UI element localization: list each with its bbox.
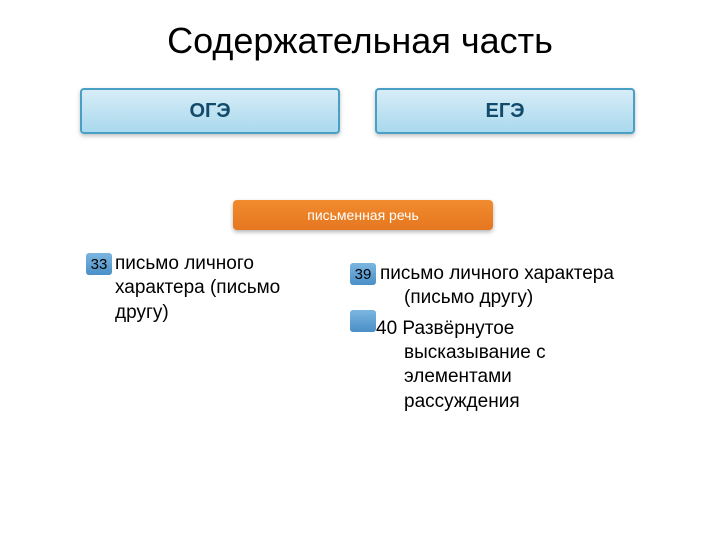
header-ege-label: ЕГЭ [486,100,525,123]
right-item-2-text: Развёрнутое высказывание с элементами ра… [402,318,545,412]
header-box-oge: ОГЭ [80,88,340,134]
left-column: письмо личного характера (письмо другу) [115,252,325,325]
badge-33-number: 33 [91,256,108,273]
banner-label: письменная речь [307,207,419,223]
header-box-ege: ЕГЭ [375,88,635,134]
badge-39-number: 39 [355,266,372,283]
right-item-2-number: 40 [376,318,397,339]
right-column: письмо личного характера (письмо другу) … [380,262,630,420]
badge-33: 33 [86,253,112,275]
banner-writing: письменная речь [233,200,493,230]
header-oge-label: ОГЭ [189,100,230,123]
slide-title: Содержательная часть [0,20,720,62]
right-item-1: письмо личного характера (письмо другу) [380,263,614,308]
badge-39: 39 [350,263,376,285]
left-item-1: письмо личного характера (письмо другу) [115,253,280,323]
